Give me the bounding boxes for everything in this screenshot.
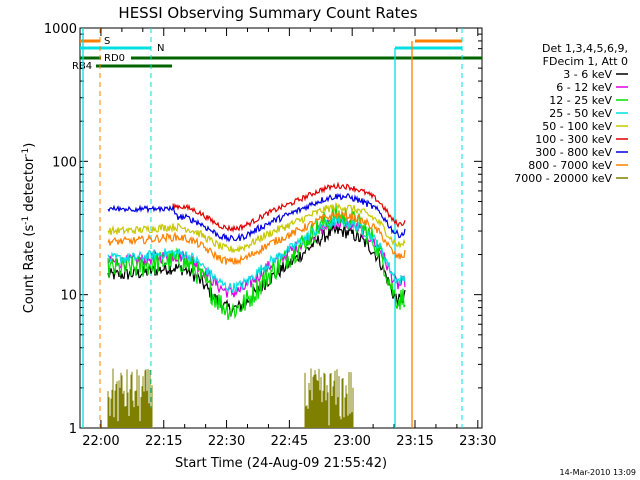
y-tick-label-2: 100: [52, 155, 77, 170]
y-label-main: Count Rate (s: [22, 225, 37, 314]
legend-label-4: 50 - 100 keV: [542, 120, 612, 133]
series-line-4: [107, 201, 406, 254]
legend-label-6: 300 - 800 keV: [535, 146, 612, 159]
y-label-sup1: -1: [21, 216, 31, 225]
legend-label-7: 800 - 7000 keV: [528, 159, 612, 172]
legend-header-2: FDecim 1, Att 0: [543, 55, 628, 68]
x-tick-label-2: 22:30: [208, 434, 245, 449]
x-axis-title: Start Time (24-Aug-09 21:55:42): [175, 456, 387, 471]
x-tick-label-4: 23:00: [333, 434, 370, 449]
series-line-5: [172, 181, 406, 233]
legend-label-8: 7000 - 20000 keV: [514, 172, 612, 185]
series-line-8-block-0: [107, 368, 154, 428]
y-tick-label-1: 10: [60, 289, 77, 304]
flag-rd0-label: RD0: [104, 53, 125, 64]
y-axis-title: Count Rate (s-1 detector-1): [21, 143, 37, 314]
legend-label-0: 3 - 6 keV: [563, 68, 612, 81]
x-tick-label-1: 22:15: [145, 434, 182, 449]
x-tick-label-5: 23:15: [396, 434, 433, 449]
series-line-3: [107, 216, 406, 294]
flag-rd0-gap: [101, 52, 131, 63]
y-tick-label-0: 1: [69, 422, 77, 437]
legend-label-5: 100 - 300 keV: [535, 133, 612, 146]
series-line-7: [107, 210, 406, 266]
x-tick-label-0: 22:00: [82, 434, 119, 449]
x-tick-label-3: 22:45: [271, 434, 308, 449]
svg-text:Count Rate (s-1 detector-1): Count Rate (s-1 detector-1): [21, 143, 37, 314]
plot-frame: [79, 27, 483, 429]
y-label-end: ): [22, 143, 37, 148]
y-tick-label-3: 1000: [44, 22, 77, 37]
x-tick-label-6: 23:30: [459, 434, 496, 449]
y-label-sup2: -1: [21, 148, 31, 157]
series-line-8-block-1: [304, 368, 354, 428]
legend-label-1: 6 - 12 keV: [556, 81, 612, 94]
y-label-mid: detector: [22, 156, 37, 216]
legend-label-3: 25 - 50 keV: [549, 107, 612, 120]
flag-bars: S N RD0 RB4: [72, 28, 482, 428]
legend-label-2: 12 - 25 keV: [549, 94, 612, 107]
flag-s-label: S: [104, 36, 110, 47]
timestamp: 14-Mar-2010 13:09: [560, 468, 637, 477]
legend-header-1: Det 1,3,4,5,6,9,: [542, 42, 628, 55]
series-line-6: [107, 192, 406, 243]
flag-rb4-label: RB4: [72, 61, 92, 72]
legend: Det 1,3,4,5,6,9,FDecim 1, Att 03 - 6 keV…: [514, 42, 628, 185]
series-group: [107, 181, 406, 428]
axis-ticks: 22:00 22:15 22:30 22:45 23:00 23:15 23:30 1 10 10…: [44, 22, 497, 449]
flag-n-label: N: [157, 43, 164, 54]
chart-title: HESSI Observing Summary Count Rates: [118, 4, 417, 22]
